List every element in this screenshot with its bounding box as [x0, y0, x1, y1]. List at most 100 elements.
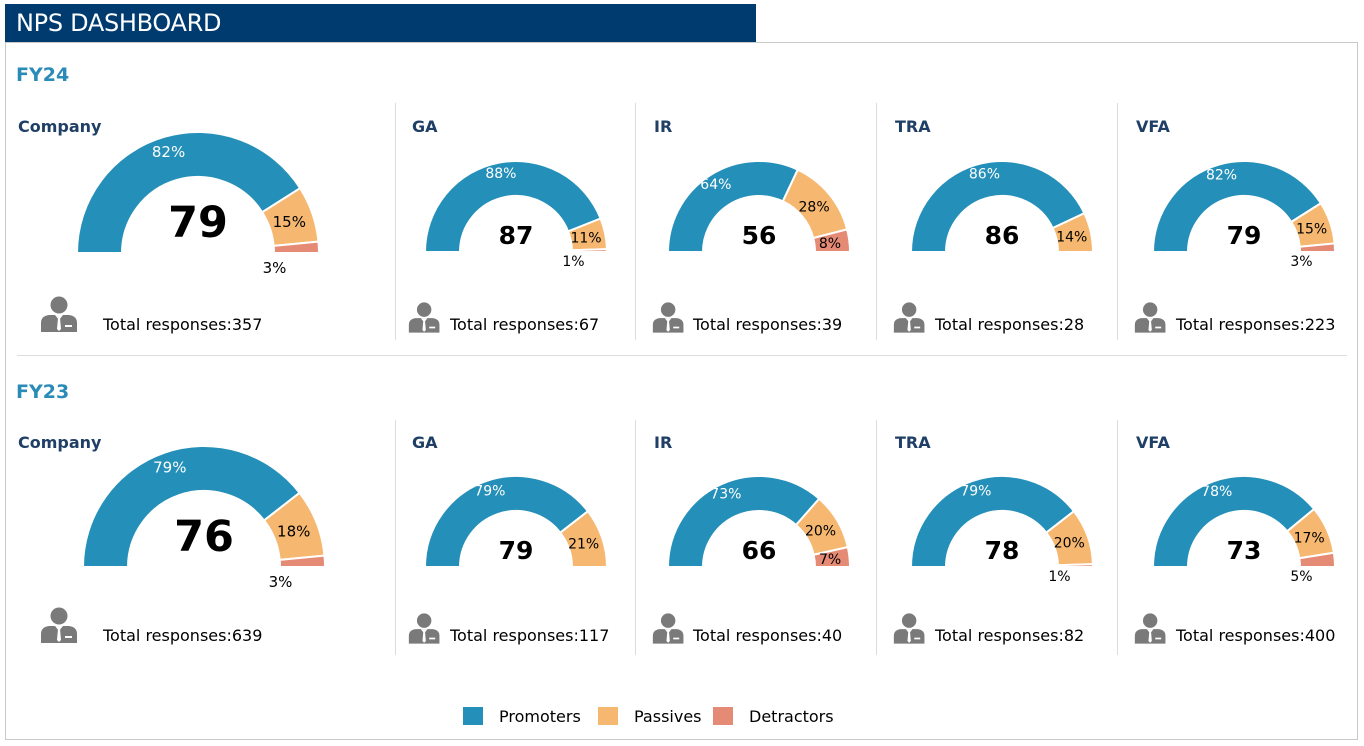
gauge-label-passives: 21%	[568, 537, 599, 553]
panel-divider	[876, 420, 877, 655]
section-label-fy23: FY23	[16, 381, 70, 403]
panel-name: Company	[18, 117, 102, 136]
gauge-label-detractors: 8%	[819, 236, 841, 252]
panel-divider	[1117, 420, 1118, 655]
panel-name: IR	[654, 117, 673, 136]
legend-swatch-passives	[598, 707, 618, 725]
nps-gauge: 88% 11% 1% 87	[423, 160, 609, 270]
gauge-label-passives: 11%	[570, 230, 601, 246]
gauge-label-passives: 18%	[277, 523, 310, 541]
legend-label-detractors: Detractors	[749, 707, 834, 726]
gauge-label-passives: 28%	[799, 199, 830, 215]
gauge-segment-detractors	[278, 554, 327, 568]
total-responses: Total responses:28	[935, 315, 1084, 334]
nps-gauge: 82% 15% 3% 79	[75, 131, 321, 277]
gauge-segment-promoters	[423, 160, 602, 253]
total-responses-value: 67	[578, 315, 600, 334]
gauge-segment-promoters	[909, 475, 1076, 568]
person-icon	[40, 296, 78, 336]
person-icon	[408, 302, 440, 337]
total-responses-value: 223	[1304, 315, 1336, 334]
gauge-segment-passives	[1051, 211, 1095, 253]
panel-divider	[395, 420, 396, 655]
total-responses: Total responses:39	[693, 315, 842, 334]
person-icon	[408, 613, 440, 648]
gauge-label-promoters: 86%	[969, 166, 1000, 182]
section-label-fy24: FY24	[16, 64, 70, 86]
gauge-segment-promoters	[423, 475, 590, 568]
total-responses: Total responses:67	[450, 315, 599, 334]
gauge-segment-promoters	[81, 445, 302, 568]
legend-label-passives: Passives	[634, 707, 702, 726]
gauge-label-promoters: 73%	[710, 487, 741, 503]
gauge-label-promoters: 64%	[700, 177, 731, 193]
person-icon	[40, 607, 78, 647]
total-responses-prefix: Total responses:	[103, 315, 232, 334]
gauge-label-detractors: 7%	[819, 552, 841, 568]
gauge-label-promoters: 82%	[152, 143, 185, 161]
panel-name: GA	[412, 117, 438, 136]
panel-name: TRA	[895, 117, 931, 136]
person-icon	[652, 613, 684, 648]
person-icon	[1134, 613, 1166, 648]
nps-gauge: 82% 15% 3% 79	[1151, 160, 1337, 270]
total-responses: Total responses:400	[1176, 626, 1335, 645]
legend-swatch-promoters	[463, 707, 483, 725]
gauge-label-passives: 20%	[1054, 536, 1085, 552]
total-responses-prefix: Total responses:	[450, 626, 579, 645]
gauge-segment-promoters	[1151, 160, 1323, 253]
panel-name: Company	[18, 433, 102, 452]
gauge-segment-promoters	[666, 160, 800, 253]
nps-score: 79	[1227, 221, 1262, 250]
gauge-label-passives: 17%	[1294, 530, 1325, 546]
nps-score: 79	[499, 536, 534, 565]
total-responses-prefix: Total responses:	[935, 315, 1064, 334]
total-responses-prefix: Total responses:	[450, 315, 579, 334]
person-icon	[893, 302, 925, 337]
gauge-segment-detractors	[1056, 563, 1095, 568]
gauge-segment-promoters	[666, 475, 821, 568]
total-responses-value: 40	[821, 626, 843, 645]
panel-divider	[635, 420, 636, 655]
total-responses-prefix: Total responses:	[1176, 626, 1305, 645]
gauge-segment-detractors	[1298, 242, 1337, 253]
nps-score: 76	[174, 512, 234, 562]
nps-score: 86	[985, 221, 1020, 250]
total-responses-value: 117	[578, 626, 610, 645]
gauge-label-promoters: 79%	[474, 484, 505, 500]
panel-divider	[876, 103, 877, 340]
gauge-label-detractors: 3%	[269, 573, 293, 591]
total-responses-prefix: Total responses:	[693, 315, 822, 334]
person-icon	[893, 613, 925, 648]
panel-divider	[635, 103, 636, 340]
gauge-label-promoters: 79%	[153, 458, 186, 476]
gauge-segment-passives	[558, 509, 609, 568]
gauge-segment-promoters	[909, 160, 1086, 253]
nps-score: 87	[499, 221, 534, 250]
gauge-segment-detractors	[1298, 551, 1337, 568]
gauge-label-passives: 20%	[805, 524, 836, 540]
panel-divider	[395, 103, 396, 340]
nps-gauge: 78% 17% 5% 73	[1151, 475, 1337, 585]
total-responses-value: 28	[1063, 315, 1085, 334]
legend-swatch-detractors	[713, 707, 733, 725]
total-responses-prefix: Total responses:	[1176, 315, 1305, 334]
total-responses-prefix: Total responses:	[103, 626, 232, 645]
total-responses-prefix: Total responses:	[693, 626, 822, 645]
nps-score: 73	[1227, 536, 1262, 565]
panel-name: GA	[412, 433, 438, 452]
gauge-label-promoters: 82%	[1206, 168, 1237, 184]
gauge-label-detractors: 1%	[1048, 569, 1070, 585]
gauge-segment-detractors	[812, 228, 852, 253]
gauge-label-detractors: 1%	[562, 254, 584, 270]
nps-gauge: 73% 20% 7% 66	[666, 475, 852, 568]
gauge-label-detractors: 3%	[1290, 254, 1312, 270]
gauge-segment-detractors	[812, 545, 852, 568]
nps-gauge: 79% 18% 3% 76	[81, 445, 327, 591]
total-responses: Total responses:357	[103, 315, 262, 334]
gauge-label-passives: 15%	[273, 213, 306, 231]
total-responses-value: 82	[1063, 626, 1085, 645]
nps-score: 56	[742, 221, 777, 250]
dashboard-frame	[5, 42, 1358, 740]
panel-name: VFA	[1136, 433, 1170, 452]
